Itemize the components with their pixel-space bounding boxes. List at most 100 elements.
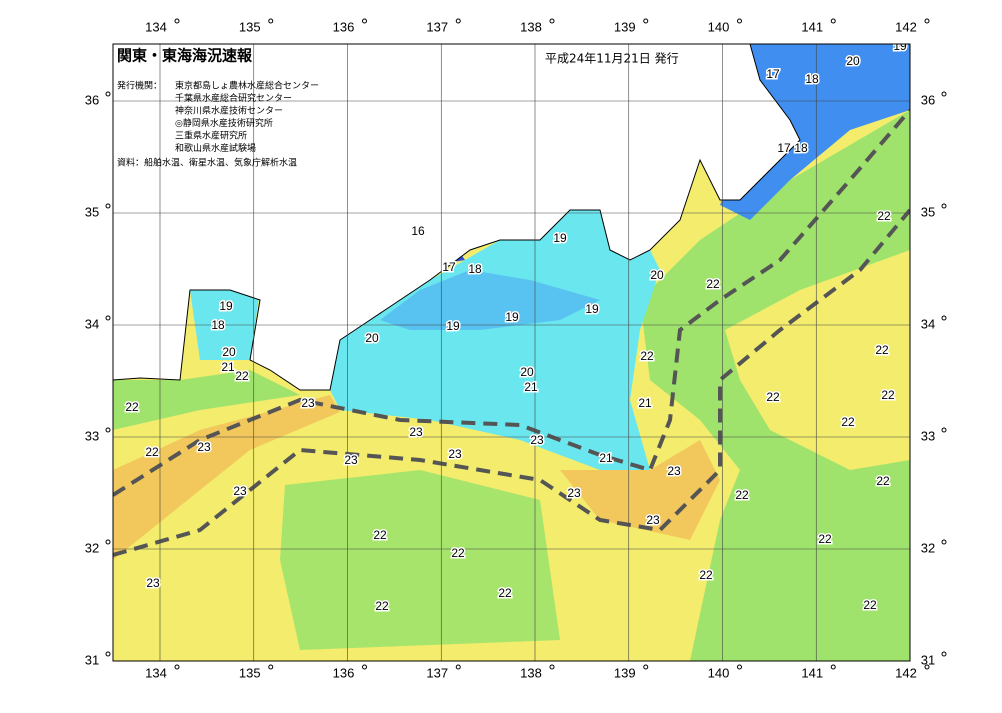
longitude-label: 134 (145, 19, 167, 34)
degree-mark (941, 315, 947, 321)
contour-label: 21 (638, 396, 652, 410)
longitude-label: 135 (239, 19, 261, 34)
title: 関東・東海海況速報 (117, 47, 253, 65)
contour-label: 22 (877, 209, 891, 223)
contour-label: 21 (221, 360, 235, 374)
degree-mark (362, 18, 367, 24)
issuer: 和歌山県水産試験場 (175, 142, 256, 154)
latitude-label: 34 (921, 316, 935, 331)
contour-label: 23 (646, 513, 660, 527)
contour-label: 23 (146, 576, 160, 590)
contour-label: 23 (567, 486, 581, 500)
sea-green (280, 470, 560, 650)
degree-mark (105, 651, 111, 657)
contour-label: 23 (530, 433, 544, 447)
contour-label: 21 (524, 380, 538, 394)
contour-label: 22 (125, 400, 139, 414)
degree-mark (174, 18, 180, 24)
contour-label: 22 (498, 586, 512, 600)
sea-blue (380, 270, 600, 330)
degree-mark (737, 664, 742, 670)
degree-mark (941, 91, 947, 97)
contour-label: 22 (451, 546, 465, 560)
kuroshio-edge (113, 108, 910, 497)
contour-label: 17 (442, 260, 456, 274)
latitude-label: 36 (921, 92, 935, 107)
contour-label: 23 (448, 447, 462, 461)
contour-label: 22 (373, 528, 387, 542)
contour-label: 23 (409, 425, 423, 439)
longitude-label: 139 (614, 665, 636, 680)
sea-warm (725, 250, 910, 470)
contour-label: 20 (365, 331, 379, 345)
latitude-label: 32 (85, 540, 99, 555)
contour-label: 22 (875, 343, 889, 357)
contour-label: 18 (468, 262, 482, 276)
contour-label: 22 (375, 599, 389, 613)
kuroshio-edge (113, 208, 910, 557)
longitude-label: 141 (801, 19, 823, 34)
degree-mark (941, 203, 947, 209)
degree-mark (924, 18, 930, 24)
contour-label: 22 (706, 277, 720, 291)
longitude-label: 140 (708, 19, 730, 34)
degree-mark (830, 664, 836, 670)
sea-orange (113, 395, 340, 560)
contour-label: 21 (599, 451, 613, 465)
contour-label: 20 (650, 268, 664, 282)
land (113, 44, 801, 391)
degree-mark (362, 664, 367, 670)
contour-label: 20 (846, 54, 860, 68)
map-frame (112, 43, 911, 662)
degree-mark (105, 91, 111, 97)
latitude-label: 32 (921, 540, 935, 555)
degree-mark (174, 664, 180, 670)
contour-label: 23 (197, 440, 211, 454)
data-source: 資料：船舶水温、衛星水温、気象庁解析水温 (117, 157, 297, 169)
issue-date: 平成24年11月21日 発行 (545, 52, 679, 66)
degree-mark (105, 203, 111, 209)
longitude-label: 137 (426, 19, 448, 34)
contour-label: 22 (766, 390, 780, 404)
contour-label: 19 (553, 231, 567, 245)
contour-label: 22 (699, 568, 713, 582)
degree-mark (268, 18, 274, 24)
degree-mark (455, 18, 461, 24)
degree-mark (941, 651, 947, 657)
longitude-label: 142 (895, 665, 917, 680)
latitude-label: 36 (85, 92, 99, 107)
latitude-label: 31 (85, 652, 99, 667)
longitude-label: 136 (333, 665, 355, 680)
issuer: 東京都島しょ農林水産総合センター (175, 80, 319, 92)
longitude-label: 142 (895, 19, 917, 34)
contour-label: 19 (585, 302, 599, 316)
latitude-label: 34 (85, 316, 99, 331)
contour-label: 22 (145, 445, 159, 459)
contour-label: 22 (640, 349, 654, 363)
degree-mark (105, 427, 111, 433)
latitude-label: 35 (921, 204, 935, 219)
contour-label: 17 (777, 141, 791, 155)
issuer: 千葉県水産総合研究センター (175, 92, 292, 104)
contour-label: 22 (235, 369, 249, 383)
contour-label: 22 (881, 388, 895, 402)
contour-label: 23 (667, 464, 681, 478)
contour-label: 19 (893, 39, 907, 53)
issuer: 三重県水産研究所 (175, 130, 247, 142)
degree-mark (549, 664, 555, 670)
longitude-label: 138 (520, 19, 542, 34)
longitude-label: 140 (708, 665, 730, 680)
contour-label: 22 (735, 488, 749, 502)
degree-mark (643, 664, 649, 670)
contour-label: 17 (766, 67, 780, 81)
degree-mark (941, 539, 947, 545)
contour-label: 19 (505, 310, 519, 324)
latitude-label: 31 (921, 652, 935, 667)
issuer: 神奈川県水産技術センター (175, 105, 283, 117)
sea-blue (720, 44, 910, 220)
contour-label: 18 (211, 318, 225, 332)
contour-label: 22 (818, 532, 832, 546)
contour-label: 18 (805, 72, 819, 86)
